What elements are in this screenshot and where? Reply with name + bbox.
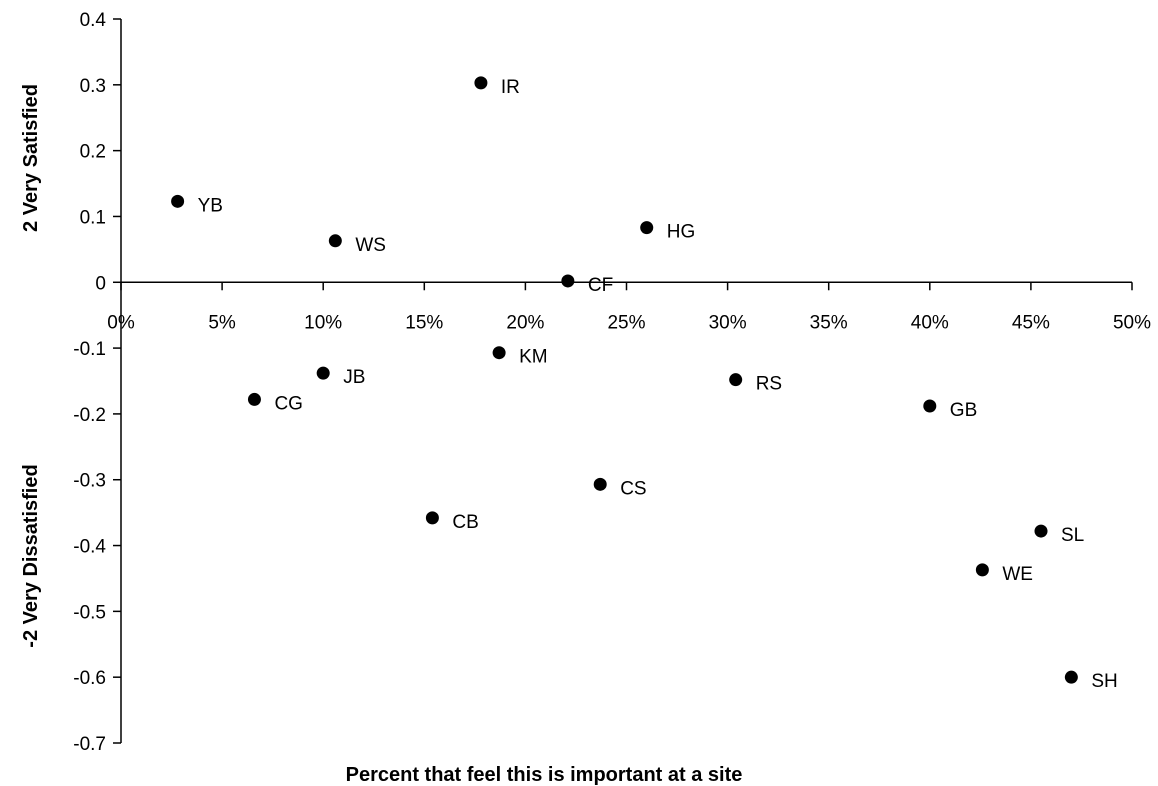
x-tick-label: 35% xyxy=(810,312,848,333)
y-tick-label: -0.5 xyxy=(73,602,106,623)
data-point-cs xyxy=(593,477,607,491)
y-tick-label: 0.2 xyxy=(80,142,106,163)
x-tick-label: 50% xyxy=(1113,312,1151,333)
y-tick-label: 0 xyxy=(95,273,106,294)
data-point-sl xyxy=(1034,524,1048,538)
y-axis-title-bottom: -2 Very Dissatisfied xyxy=(20,464,42,647)
data-point-gb xyxy=(923,399,937,413)
x-axis-title: Percent that feel this is important at a… xyxy=(346,764,743,786)
x-tick-label: 30% xyxy=(709,312,747,333)
y-tick-label: 0.3 xyxy=(80,76,106,97)
x-tick-label: 20% xyxy=(506,312,544,333)
data-point-ir xyxy=(474,76,488,90)
point-label-cs: CS xyxy=(620,478,646,499)
data-point-yb xyxy=(171,194,185,208)
point-label-sl: SL xyxy=(1061,525,1084,546)
point-label-rs: RS xyxy=(756,374,782,395)
data-point-rs xyxy=(729,373,743,387)
y-tick-label: -0.6 xyxy=(73,668,106,689)
data-point-ws xyxy=(328,234,342,248)
x-tick-label: 40% xyxy=(911,312,949,333)
x-tick-label: 45% xyxy=(1012,312,1050,333)
data-points: IR YB WS HG CF KM JB CG RS GB CS CB SL WE SH xyxy=(171,76,1118,692)
y-tick-label: -0.7 xyxy=(73,734,106,755)
point-label-jb: JB xyxy=(343,367,365,388)
x-tick-label: 0% xyxy=(107,312,135,333)
point-label-cg: CG xyxy=(274,393,303,414)
y-tick-label: -0.3 xyxy=(73,471,106,492)
point-label-gb: GB xyxy=(950,400,977,421)
x-tick-label: 10% xyxy=(304,312,342,333)
point-label-cb: CB xyxy=(452,512,478,533)
data-point-cb xyxy=(425,511,439,525)
point-label-ws: WS xyxy=(355,235,386,256)
y-tick-label: 0.1 xyxy=(80,207,106,228)
x-tick-label: 15% xyxy=(405,312,443,333)
point-label-cf: CF xyxy=(588,275,613,296)
axes xyxy=(120,19,1132,743)
data-point-cf xyxy=(561,274,575,288)
y-tick-label: -0.4 xyxy=(73,537,106,558)
point-label-km: KM xyxy=(519,347,548,368)
data-point-jb xyxy=(316,366,330,380)
y-axis-title-top: 2 Very Satisfied xyxy=(20,84,42,232)
point-label-hg: HG xyxy=(667,222,696,243)
point-label-sh: SH xyxy=(1091,671,1117,692)
y-axis-ticks: 0.4 0.3 0.2 0.1 0 -0.1 -0.2 -0.3 -0.4 -0.5 -0.6 -0.… xyxy=(73,10,121,755)
point-label-yb: YB xyxy=(198,195,223,216)
point-label-ir: IR xyxy=(501,77,520,98)
x-tick-label: 25% xyxy=(607,312,645,333)
data-point-hg xyxy=(640,221,654,235)
y-tick-label: -0.1 xyxy=(73,339,106,360)
point-label-we: WE xyxy=(1002,564,1033,585)
data-point-we xyxy=(975,563,989,577)
data-point-km xyxy=(492,346,506,360)
y-tick-label: -0.2 xyxy=(73,405,106,426)
data-point-cg xyxy=(247,392,261,406)
data-point-sh xyxy=(1064,670,1078,684)
x-axis-ticks: 0% 5% 10% 15% 20% 25% 30% 35% 40% 45% 50% xyxy=(107,282,1151,333)
x-tick-label: 5% xyxy=(208,312,236,333)
y-tick-label: 0.4 xyxy=(80,10,107,31)
